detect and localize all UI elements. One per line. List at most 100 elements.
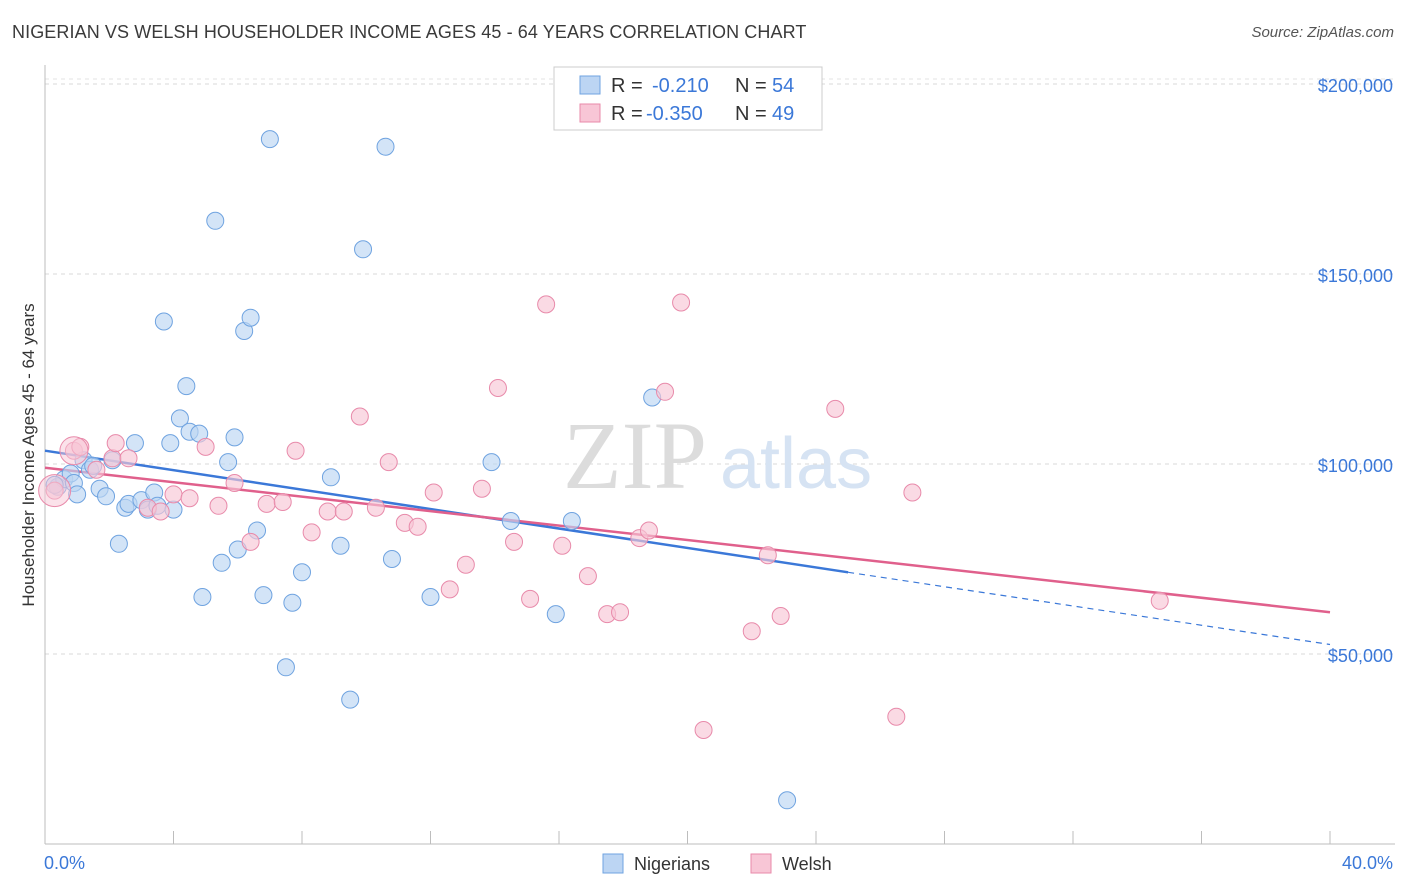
trend-line-nigerians-extension — [848, 571, 1331, 646]
point-welsh — [59, 436, 89, 466]
point-welsh — [87, 460, 106, 479]
point-welsh — [424, 483, 443, 502]
point-nigerians — [193, 588, 212, 606]
legend-label-welsh: Welsh — [782, 854, 832, 874]
watermark-zip: ZIP — [563, 402, 707, 509]
point-nigerians — [501, 512, 520, 530]
point-welsh — [578, 567, 597, 586]
point-nigerians — [562, 512, 581, 530]
legend-swatch-welsh — [579, 103, 601, 123]
legend-n-value: 54 — [772, 75, 794, 97]
point-welsh — [119, 449, 138, 468]
y-tick-label: $50,000 — [1328, 646, 1393, 666]
point-welsh — [553, 536, 572, 555]
legend-label-nigerians: Nigerians — [634, 854, 710, 874]
point-nigerians — [254, 586, 273, 605]
point-welsh — [656, 382, 675, 401]
point-nigerians — [109, 534, 128, 553]
point-welsh — [639, 521, 658, 540]
point-nigerians — [219, 453, 238, 472]
legend-swatch-welsh — [750, 853, 772, 874]
trend-line-nigerians — [44, 449, 849, 574]
point-welsh — [379, 453, 398, 472]
point-nigerians — [161, 434, 180, 453]
point-nigerians — [482, 453, 501, 472]
legend-r-label: R = — [611, 75, 643, 97]
point-welsh — [318, 502, 337, 521]
point-nigerians — [68, 485, 87, 504]
point-welsh — [38, 474, 72, 508]
legend-swatch-nigerians — [602, 853, 624, 874]
point-nigerians — [546, 605, 565, 624]
y-tick-label: $200,000 — [1318, 76, 1393, 96]
legend-r-label: R = — [611, 103, 643, 125]
point-nigerians — [154, 312, 173, 331]
point-nigerians — [778, 791, 797, 810]
point-welsh — [521, 589, 540, 608]
point-nigerians — [241, 308, 260, 327]
watermark-atlas: atlas — [720, 424, 872, 504]
stats-legend: R = -0.210 N = 54 R = -0.350 N = 49 — [553, 66, 823, 131]
point-nigerians — [170, 409, 189, 428]
point-nigerians — [260, 130, 279, 149]
point-nigerians — [212, 553, 231, 572]
x-tick-label-max: 40.0% — [1342, 853, 1393, 873]
point-nigerians — [276, 658, 295, 677]
trend-lines — [44, 449, 1331, 646]
point-welsh — [505, 532, 524, 551]
point-welsh — [225, 474, 244, 492]
point-welsh — [180, 489, 199, 508]
point-welsh — [273, 493, 292, 511]
y-axis-label: Householder Income Ages 45 - 64 years — [19, 303, 38, 606]
source-label: Source: ZipAtlas.com — [1251, 24, 1394, 41]
legend-n-label: N = — [735, 75, 767, 97]
point-welsh — [672, 293, 691, 312]
legend-swatch-nigerians — [579, 75, 601, 95]
point-welsh — [257, 494, 276, 513]
point-nigerians — [225, 428, 244, 447]
point-welsh — [209, 496, 228, 515]
point-welsh — [440, 580, 459, 599]
legend-n-label: N = — [735, 103, 767, 125]
point-welsh — [151, 502, 170, 521]
point-nigerians — [125, 434, 144, 453]
point-welsh — [366, 498, 385, 517]
point-welsh — [771, 607, 790, 625]
point-welsh — [456, 555, 475, 574]
point-nigerians — [341, 690, 360, 709]
point-welsh — [537, 295, 556, 314]
y-tick-labels: $50,000 $100,000 $150,000 $200,000 — [1318, 76, 1393, 666]
grid-lines — [45, 78, 1395, 655]
point-nigerians — [177, 377, 196, 396]
point-welsh — [826, 399, 845, 418]
point-welsh — [742, 622, 761, 641]
point-welsh — [106, 434, 125, 453]
trend-line-welsh — [44, 466, 1331, 614]
series-legend: Nigerians Welsh — [602, 853, 832, 874]
point-nigerians — [354, 240, 373, 259]
axes — [44, 65, 1395, 845]
point-welsh — [103, 449, 122, 468]
x-tick-label-min: 0.0% — [44, 853, 85, 873]
legend-n-value: 49 — [772, 103, 794, 125]
point-nigerians — [331, 536, 350, 555]
legend-r-value: -0.350 — [646, 103, 703, 125]
point-welsh — [472, 479, 491, 498]
y-tick-label: $150,000 — [1318, 266, 1393, 286]
point-nigerians — [376, 137, 395, 156]
y-tick-label: $100,000 — [1318, 456, 1393, 476]
point-welsh — [887, 707, 906, 726]
data-points — [38, 130, 1169, 810]
point-welsh — [488, 379, 507, 397]
point-welsh — [350, 407, 369, 426]
point-welsh — [286, 441, 305, 460]
point-welsh — [611, 603, 630, 622]
point-welsh — [302, 523, 321, 542]
point-nigerians — [97, 487, 116, 506]
point-nigerians — [321, 468, 340, 487]
legend-r-value: -0.210 — [652, 75, 709, 97]
point-welsh — [196, 437, 215, 456]
point-nigerians — [206, 211, 225, 230]
point-nigerians — [283, 593, 302, 612]
